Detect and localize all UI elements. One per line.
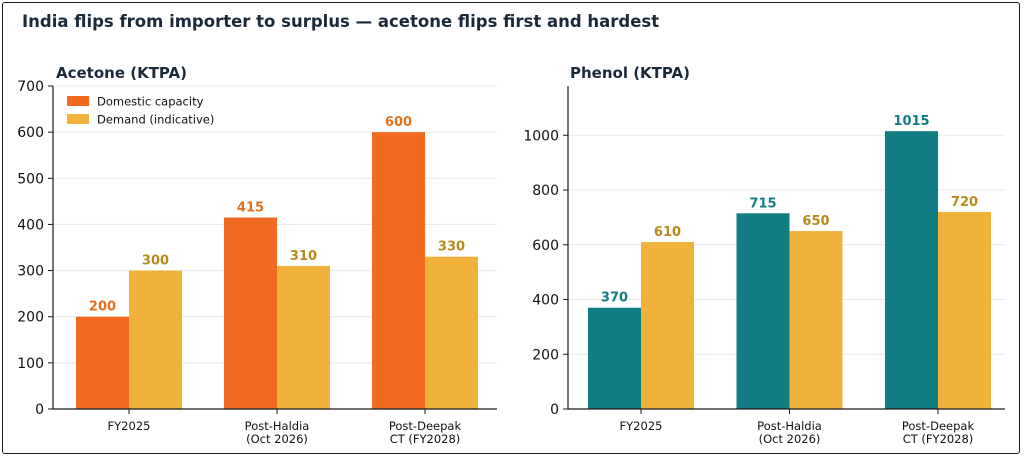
- phenol-x-tick-label: FY2025: [620, 419, 663, 433]
- acetone-y-tick-label: 100: [17, 356, 44, 372]
- phenol-data-label: 1015: [893, 114, 929, 129]
- phenol-data-label: 715: [749, 196, 776, 211]
- phenol-y-tick-label: 600: [532, 238, 559, 254]
- acetone-bar-s0-1: [224, 217, 277, 409]
- acetone-chart-title: Acetone (KTPA): [56, 64, 187, 82]
- acetone-data-label: 200: [89, 300, 116, 315]
- phenol-data-label: 720: [951, 195, 978, 210]
- acetone-data-label: 330: [438, 240, 465, 255]
- phenol-x-tick-label: Post-Deepak: [902, 419, 975, 433]
- acetone-y-tick-label: 400: [17, 217, 44, 233]
- acetone-data-label: 310: [290, 249, 317, 264]
- acetone-x-tick-label: Post-Deepak: [389, 419, 462, 433]
- phenol-bar-s0-0: [588, 307, 641, 409]
- phenol-y-tick-label: 0: [550, 402, 559, 418]
- phenol-y-tick-label: 200: [532, 347, 559, 363]
- phenol-x-tick-label: CT (FY2028): [903, 432, 974, 446]
- acetone-y-tick-label: 300: [17, 264, 44, 280]
- acetone-x-tick-label: FY2025: [108, 419, 151, 433]
- phenol-bar-s1-0: [641, 242, 694, 409]
- phenol-y-tick-label: 800: [532, 183, 559, 199]
- phenol-bar-s0-2: [885, 131, 938, 409]
- acetone-y-tick-label: 200: [17, 310, 44, 326]
- acetone-y-tick-label: 600: [17, 125, 44, 141]
- acetone-data-label: 415: [237, 201, 264, 216]
- acetone-bar-s1-2: [425, 256, 478, 409]
- acetone-legend-label: Demand (indicative): [97, 113, 214, 127]
- phenol-y-tick-label: 1000: [523, 128, 559, 144]
- phenol-x-tick-label: (Oct 2026): [759, 432, 821, 446]
- acetone-data-label: 300: [142, 254, 169, 269]
- acetone-y-tick-label: 700: [17, 79, 44, 95]
- acetone-bar-s0-0: [76, 316, 129, 409]
- acetone-legend-swatch: [67, 96, 89, 106]
- phenol-data-label: 610: [654, 225, 681, 240]
- phenol-bar-s1-2: [938, 211, 991, 409]
- phenol-x-tick-label: Post-Haldia: [757, 419, 822, 433]
- acetone-y-tick-label: 0: [35, 402, 44, 418]
- acetone-bar-s0-2: [372, 132, 425, 409]
- acetone-x-tick-label: CT (FY2028): [390, 432, 461, 446]
- figure-title: India flips from importer to surplus — a…: [22, 12, 660, 31]
- phenol-bar-s0-1: [736, 213, 790, 409]
- phenol-data-label: 370: [601, 291, 628, 306]
- phenol-y-tick-label: 400: [532, 293, 559, 309]
- acetone-x-tick-label: (Oct 2026): [246, 432, 308, 446]
- acetone-data-label: 600: [385, 115, 412, 130]
- acetone-bar-s1-1: [277, 265, 330, 409]
- acetone-x-tick-label: Post-Haldia: [245, 419, 310, 433]
- acetone-y-tick-label: 500: [17, 171, 44, 187]
- phenol-chart-title: Phenol (KTPA): [570, 64, 690, 82]
- phenol-data-label: 650: [802, 214, 829, 229]
- acetone-legend-swatch: [67, 114, 89, 124]
- acetone-legend-label: Domestic capacity: [97, 95, 204, 109]
- phenol-bar-s1-1: [789, 231, 843, 409]
- acetone-bar-s1-0: [129, 270, 182, 409]
